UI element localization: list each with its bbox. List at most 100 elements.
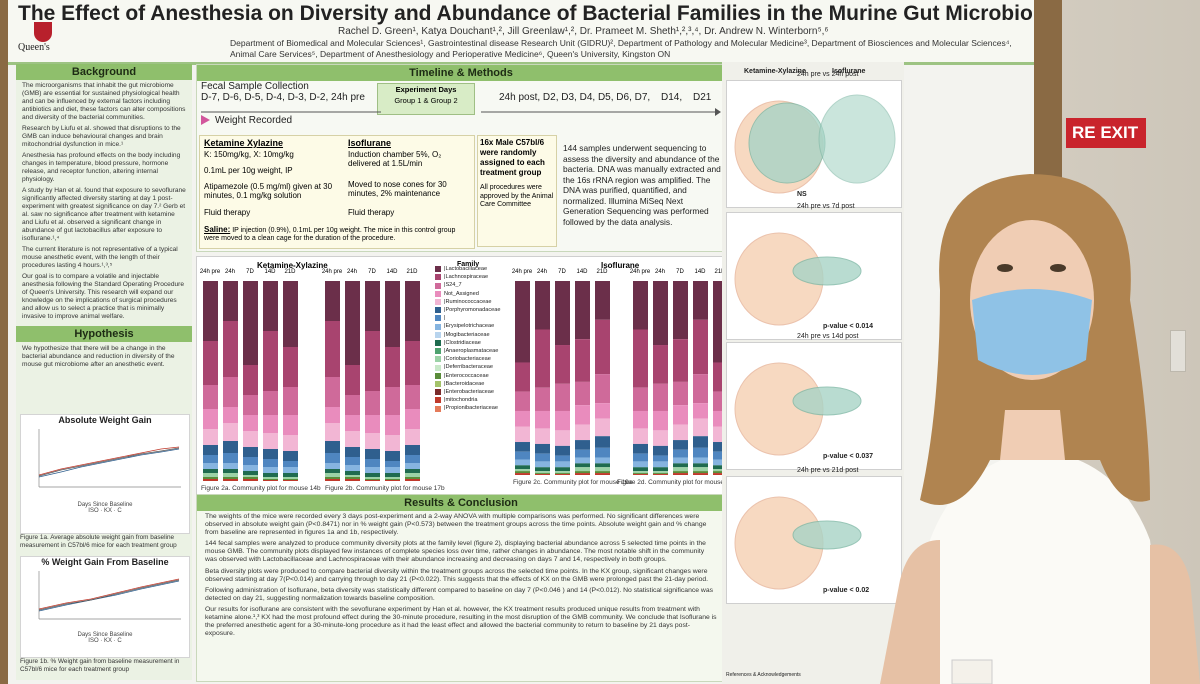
- results-paragraph: 144 fecal samples were analyzed to produ…: [205, 540, 706, 564]
- background-paragraph: Anesthesia has profound effects on the b…: [22, 152, 181, 183]
- legend-label: |Bacteroidaceae: [444, 380, 485, 387]
- bar-segment: [633, 473, 648, 475]
- bar-segment: [555, 383, 570, 411]
- results-paragraph: Following administration of Isoflurane, …: [205, 586, 714, 602]
- bar-segment: [595, 436, 610, 448]
- bar-segment: [283, 479, 298, 480]
- bar-segment: [575, 467, 590, 472]
- poster-title: The Effect of Anesthesia on Diversity an…: [18, 2, 1034, 25]
- bar-segment: [243, 281, 258, 365]
- bar-segment: [283, 347, 298, 387]
- pca-plot: [734, 496, 862, 590]
- bar-segment: [325, 463, 340, 469]
- legend-entry: |Bacteroidaceae: [435, 380, 501, 388]
- bar-segment: [693, 463, 708, 468]
- background-paragraph: Our goal is to compare a volatile and in…: [22, 273, 185, 320]
- pca-plot: [734, 94, 896, 194]
- bar-segment: [633, 461, 648, 468]
- beta-kx-title: Ketamine-Xylazine: [744, 68, 806, 75]
- bar-segment: [385, 347, 400, 387]
- bar-segment: [385, 461, 400, 467]
- bar-segment: [653, 445, 668, 456]
- kx-dose: K: 150mg/kg, X: 10mg/kg: [204, 150, 294, 159]
- middle-column: Timeline & Methods Fecal Sample Collecti…: [196, 64, 737, 682]
- bar-segment: [653, 461, 668, 468]
- bar-segment: [263, 391, 278, 415]
- mice-text: 16x Male C57bl/6 were randomly assigned …: [480, 138, 545, 177]
- bar-segment: [263, 480, 278, 481]
- time-label: 14D: [576, 269, 588, 275]
- bar-segment: [693, 473, 708, 475]
- legend-entry: |S24_7: [435, 281, 501, 289]
- bar-segment: [203, 429, 218, 445]
- approval-text: All procedures were approved by the Anim…: [480, 184, 554, 208]
- bar-segment: [555, 445, 570, 456]
- bar-segment: [515, 410, 530, 427]
- bar-segment: [263, 449, 278, 459]
- bar-segment: [515, 459, 530, 466]
- bar-segment: [673, 473, 688, 475]
- pca-plot: [734, 232, 862, 326]
- bar-segment: [653, 455, 668, 462]
- bar-segment: [325, 377, 340, 407]
- right-arm: [1150, 544, 1200, 684]
- bar-segment: [515, 362, 530, 392]
- bar-segment: [575, 449, 590, 458]
- legend-entry: |Anaeroplasmataceae: [435, 347, 501, 355]
- bar-segment: [385, 435, 400, 451]
- bar-segment: [365, 449, 380, 459]
- bar-segment: [345, 431, 360, 447]
- bar-segment: [515, 281, 530, 363]
- bar-segment: [325, 281, 340, 321]
- time-label: 24h: [537, 269, 547, 275]
- bar-segment: [633, 467, 648, 472]
- bar-segment: [203, 409, 218, 429]
- wall-outlet: [1170, 330, 1186, 372]
- bar-segment: [653, 345, 668, 384]
- bar-segment: [555, 345, 570, 384]
- bar-segment: [345, 447, 360, 457]
- bar-segment: [325, 477, 340, 479]
- timeline-arrow: [201, 108, 721, 116]
- left-column: Background The microorganisms that inhab…: [16, 64, 192, 680]
- bar-segment: [263, 477, 278, 479]
- legend-label: |Propionibacteriaceae: [444, 405, 499, 412]
- bar-segment: [263, 479, 278, 480]
- beta-iso-title: Isoflurane: [832, 68, 866, 75]
- legend-entry: Not_Assigned: [435, 290, 501, 298]
- bar-segment: [555, 455, 570, 462]
- pca-pvalue: p-value < 0.014: [823, 323, 874, 330]
- bar-segment: [653, 471, 668, 474]
- absolute-weight-plot: [38, 429, 181, 488]
- bar-segment: [633, 453, 648, 462]
- hypothesis-text: We hypothesize that there will be a chan…: [22, 345, 175, 368]
- bar-segment: [575, 471, 590, 474]
- bar-segment: [405, 463, 420, 469]
- bar-segment: [575, 440, 590, 450]
- bar-segment: [673, 449, 688, 458]
- legend-entry: |Propionibacteriaceae: [435, 404, 501, 412]
- bar-segment: [203, 341, 218, 385]
- bar-segment: [673, 467, 688, 472]
- legend-label: |: [444, 315, 446, 322]
- bar-segment: [535, 410, 550, 429]
- time-label: 24h pre: [322, 269, 343, 275]
- bar-segment: [575, 339, 590, 382]
- bar-segment: [365, 281, 380, 331]
- pca-comparison-label: 24h pre vs 21d post: [797, 467, 859, 474]
- legend-swatch: [435, 282, 441, 289]
- legend-kx: KX: [103, 638, 112, 644]
- bar-segment: [575, 405, 590, 425]
- legend-label: |Deferribacteraceae: [444, 364, 494, 371]
- bar-segment: [673, 471, 688, 474]
- bar-segment: [535, 473, 550, 475]
- bar-segment: [713, 459, 725, 466]
- bar-segment: [595, 457, 610, 464]
- time-label: 7D: [558, 269, 566, 275]
- bar-segment: [325, 469, 340, 473]
- pca-comparison-label: 24h pre vs 14d post: [797, 333, 859, 340]
- exit-sign: RE EXIT ▷: [1066, 118, 1146, 148]
- time-label: 21D: [714, 269, 725, 275]
- d14-label: D14,: [661, 92, 683, 103]
- bar-segment: [283, 415, 298, 435]
